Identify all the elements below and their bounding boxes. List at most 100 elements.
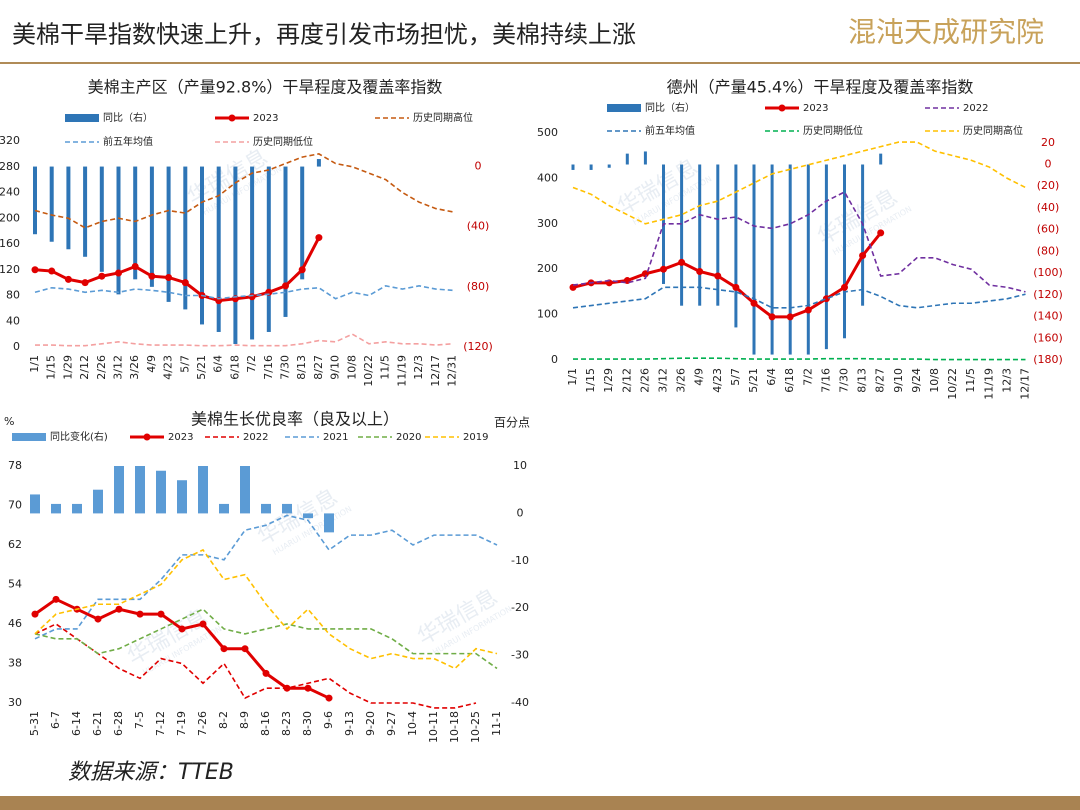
bar	[843, 164, 846, 339]
x-tick-label: 10-11	[427, 711, 440, 743]
x-tick-label: 8-23	[280, 711, 293, 736]
y2-tick-label: (180)	[1033, 353, 1063, 366]
y2-tick-label: (40)	[1037, 201, 1060, 214]
legend-label: 2021	[323, 432, 348, 443]
point-marker	[696, 267, 704, 275]
bar	[240, 466, 250, 514]
point-marker	[31, 610, 39, 618]
bar	[49, 166, 54, 242]
legend-label: 2023	[168, 432, 193, 443]
x-tick-label: 5/21	[195, 355, 208, 380]
x-tick-label: 5/21	[747, 368, 760, 393]
legend-label: 同比（右）	[103, 111, 153, 124]
point-marker	[241, 645, 249, 653]
chart-title: 美棉主产区（产量92.8%）干旱程度及覆盖率指数	[88, 78, 443, 97]
y-tick-label: 280	[0, 160, 20, 173]
x-tick-label: 6/4	[212, 355, 225, 373]
x-tick-label: 9/10	[892, 368, 905, 393]
chart-title: 美棉生长优良率（良及以上）	[191, 410, 399, 429]
point-marker	[732, 283, 740, 291]
bar	[114, 466, 124, 514]
bar	[83, 166, 88, 257]
point-marker	[52, 595, 60, 603]
x-tick-label: 7/2	[245, 355, 258, 373]
legend-label: 2022	[243, 432, 268, 443]
point-marker	[48, 267, 56, 275]
series-line	[34, 285, 453, 300]
bar	[716, 164, 720, 306]
y-tick-label: 100	[537, 308, 558, 321]
x-tick-label: 1/29	[61, 355, 74, 380]
x-tick-label: 2/26	[638, 368, 651, 393]
x-tick-label: 10/8	[928, 368, 941, 393]
x-tick-label: 7/16	[819, 368, 832, 393]
bar	[698, 164, 702, 306]
bar	[93, 489, 103, 514]
point-marker	[157, 610, 165, 618]
legend-marker	[143, 433, 151, 441]
x-tick-label: 12/31	[446, 355, 459, 387]
point-marker	[678, 258, 686, 266]
y-tick-label: 30	[8, 696, 22, 709]
x-tick-label: 8/27	[874, 368, 887, 393]
x-tick-label: 10-18	[448, 711, 461, 743]
x-tick-label: 7/16	[262, 355, 275, 380]
x-tick-label: 1/1	[566, 368, 579, 386]
series-line	[572, 190, 1026, 293]
y-tick-label: 200	[0, 211, 20, 224]
point-marker	[94, 615, 102, 623]
legend-label: 历史同期低位	[253, 135, 313, 148]
series-line	[34, 514, 498, 640]
point-marker	[248, 293, 256, 301]
bar	[166, 166, 171, 302]
point-marker	[786, 313, 794, 321]
point-marker	[304, 684, 312, 692]
bar	[116, 166, 121, 295]
point-marker	[31, 266, 39, 274]
bar	[33, 166, 37, 235]
bar	[156, 470, 166, 514]
legend-marker	[228, 114, 236, 122]
point-marker	[714, 272, 722, 280]
x-tick-label: 10/8	[345, 355, 358, 380]
bar	[66, 166, 71, 250]
x-tick-label: 11/5	[379, 355, 392, 380]
x-tick-label: 9-27	[385, 711, 398, 736]
legend-label: 2019	[463, 432, 488, 443]
source-note: 数据来源：TTEB	[68, 760, 234, 785]
bar	[752, 164, 756, 355]
x-tick-label: 12/17	[429, 355, 442, 387]
y2-tick-label: -40	[511, 696, 529, 709]
bar	[133, 166, 138, 280]
x-tick-label: 10/22	[946, 368, 959, 400]
x-tick-label: 5-31	[28, 711, 41, 736]
bar	[861, 164, 865, 306]
y-tick-label: 62	[8, 538, 22, 551]
x-tick-label: 7-12	[154, 711, 167, 736]
y-tick-label: 40	[6, 314, 20, 327]
logo: 混沌天成研究院	[848, 16, 1044, 49]
point-marker	[181, 279, 189, 287]
x-tick-label: 6/18	[783, 368, 796, 393]
y-tick-label: 120	[0, 263, 20, 276]
bar	[219, 503, 229, 514]
point-marker	[282, 282, 289, 290]
point-marker	[115, 269, 122, 277]
point-marker	[131, 263, 139, 271]
x-tick-label: 10-25	[469, 711, 482, 743]
legend-label: 同比变化(右)	[50, 430, 108, 443]
y2-tick-label: -20	[511, 601, 529, 614]
x-tick-label: 10/22	[362, 355, 375, 387]
y2-tick-label: (80)	[1037, 244, 1060, 257]
x-tick-label: 8-2	[217, 711, 230, 729]
x-tick-label: 9-6	[322, 711, 335, 729]
y2-tick-label: (40)	[467, 220, 490, 233]
series-line	[34, 548, 498, 670]
bar	[282, 503, 292, 514]
x-tick-label: 12/17	[1019, 368, 1032, 400]
series-line	[573, 357, 1026, 361]
point-marker	[98, 272, 106, 280]
x-tick-label: 6-28	[112, 711, 125, 736]
bar	[324, 513, 334, 533]
